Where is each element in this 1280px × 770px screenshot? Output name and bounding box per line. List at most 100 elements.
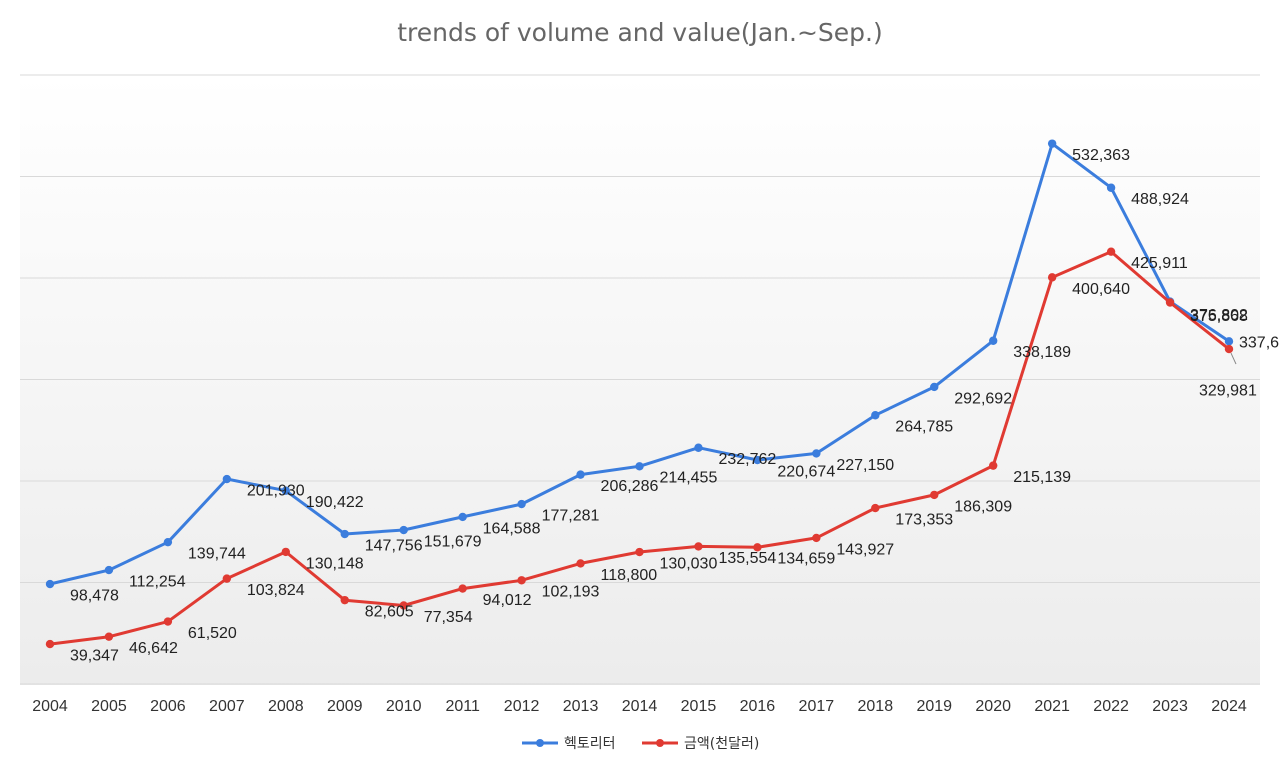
legend: 헥토리터 금액(천달러) xyxy=(522,736,759,752)
data-label: 98,478 xyxy=(70,587,119,604)
x-tick-label: 2023 xyxy=(1152,698,1188,715)
data-label: 177,281 xyxy=(542,507,600,524)
data-point xyxy=(399,525,408,535)
data-label: 173,353 xyxy=(895,511,953,528)
data-point xyxy=(104,565,114,575)
data-point xyxy=(989,461,998,470)
data-label: 130,148 xyxy=(306,555,364,572)
chart-title: trends of volume and value(Jan.~Sep.) xyxy=(397,18,882,47)
legend-item-2: 금액(천달러) xyxy=(642,736,759,752)
x-tick-label: 2005 xyxy=(91,698,127,715)
data-label: 118,800 xyxy=(601,567,658,584)
x-tick-label: 2013 xyxy=(563,698,599,715)
x-tick-label: 2017 xyxy=(799,698,835,715)
data-label: 102,193 xyxy=(542,584,600,601)
data-label: 329,981 xyxy=(1199,382,1257,399)
data-label: 94,012 xyxy=(483,592,532,609)
x-tick-label: 2008 xyxy=(268,698,304,715)
data-point xyxy=(635,462,644,471)
data-label: 532,363 xyxy=(1072,147,1130,164)
x-tick-label: 2021 xyxy=(1034,698,1070,715)
data-point xyxy=(1224,344,1234,354)
data-label: 103,824 xyxy=(247,582,305,599)
data-point xyxy=(163,537,173,547)
data-point xyxy=(340,595,349,605)
data-point xyxy=(989,336,998,345)
data-label: 201,930 xyxy=(247,482,305,499)
data-point xyxy=(1106,183,1116,192)
x-tick-label: 2020 xyxy=(975,698,1011,715)
data-label: 151,679 xyxy=(424,533,482,550)
data-label: 46,642 xyxy=(129,640,178,657)
data-label: 143,927 xyxy=(836,541,894,558)
x-tick-label: 2024 xyxy=(1211,698,1247,715)
x-axis: 2004 2005 2006 2007 2008 2009 2010 2011 2012 2013… xyxy=(32,698,1247,715)
series-1 xyxy=(45,139,1234,589)
data-label: 206,286 xyxy=(601,478,659,495)
data-label: 112,254 xyxy=(129,573,186,590)
x-tick-label: 2006 xyxy=(150,698,186,715)
data-label: 292,692 xyxy=(954,390,1012,407)
data-point xyxy=(517,576,526,585)
legend-label: 금액(천달러) xyxy=(684,736,759,752)
x-tick-label: 2010 xyxy=(386,698,422,715)
data-label: 488,924 xyxy=(1131,191,1189,208)
legend-label: 헥토리터 xyxy=(564,736,616,752)
legend-marker xyxy=(536,739,544,747)
data-point xyxy=(399,601,408,610)
data-label: 61,520 xyxy=(188,625,237,642)
data-label: 39,347 xyxy=(70,647,119,664)
data-label: 375,868 xyxy=(1190,308,1248,325)
x-tick-label: 2022 xyxy=(1093,698,1129,715)
data-point xyxy=(222,474,232,484)
x-tick-label: 2012 xyxy=(504,698,540,715)
data-label: 130,030 xyxy=(660,555,718,572)
legend-item-1: 헥토리터 xyxy=(522,736,616,752)
data-point xyxy=(694,443,703,452)
x-tick-label: 2009 xyxy=(327,698,363,715)
data-point xyxy=(517,499,526,509)
data-point xyxy=(45,639,55,649)
data-point xyxy=(871,411,880,420)
data-point xyxy=(458,584,467,593)
data-point xyxy=(1224,337,1234,346)
data-label: 376,802 xyxy=(1190,307,1248,324)
data-label: 220,674 xyxy=(777,463,835,480)
data-point xyxy=(753,543,762,552)
data-point xyxy=(1047,273,1057,282)
data-label: 190,422 xyxy=(306,494,364,511)
data-label: 232,762 xyxy=(718,451,776,468)
data-point xyxy=(871,503,880,513)
data-point xyxy=(45,579,55,589)
data-point xyxy=(635,547,644,557)
data-point xyxy=(281,486,290,495)
data-point xyxy=(576,470,585,479)
data-point xyxy=(1106,247,1116,256)
x-tick-label: 2015 xyxy=(681,698,717,715)
x-tick-label: 2019 xyxy=(916,698,952,715)
data-point xyxy=(930,490,939,500)
x-tick-label: 2014 xyxy=(622,698,658,715)
data-label: 215,139 xyxy=(1013,469,1071,486)
label-leader-line xyxy=(1230,352,1237,365)
data-point xyxy=(281,547,290,557)
data-point xyxy=(812,533,821,543)
data-label: 164,588 xyxy=(483,520,541,537)
data-point xyxy=(163,617,173,626)
x-tick-label: 2018 xyxy=(858,698,894,715)
data-point xyxy=(930,382,939,392)
data-point xyxy=(812,449,821,458)
data-label: 135,554 xyxy=(718,550,776,567)
series-group xyxy=(45,139,1234,649)
data-point xyxy=(222,574,232,583)
series-2 xyxy=(45,247,1234,649)
legend-marker xyxy=(656,739,664,747)
data-label: 134,659 xyxy=(777,551,835,568)
data-point xyxy=(576,559,585,568)
x-tick-label: 2007 xyxy=(209,698,245,715)
data-point xyxy=(753,455,762,465)
data-label: 77,354 xyxy=(424,609,473,626)
x-tick-label: 2011 xyxy=(445,698,480,715)
